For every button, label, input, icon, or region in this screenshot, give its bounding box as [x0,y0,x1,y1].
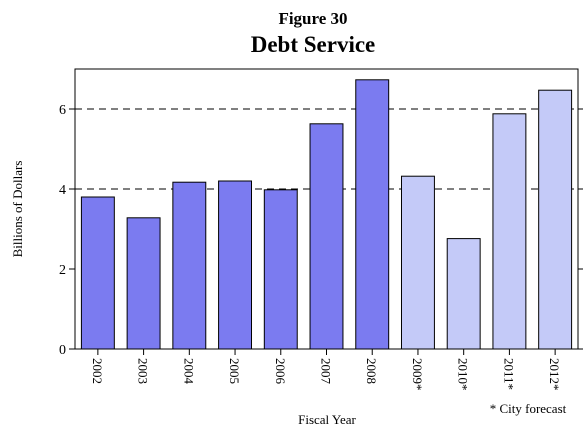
bar-2006 [263,189,298,350]
bars [80,79,573,350]
bar-2003 [126,217,161,350]
figure-label: Figure 30 [278,9,347,28]
x-tick-label: 2006 [273,358,288,385]
x-axis-label: Fiscal Year [298,412,356,427]
x-tick-label: 2004 [181,358,196,385]
x-tick-label: 2012* [547,358,562,391]
bar-2009-forecast [400,175,435,350]
x-tick-label: 2008 [364,358,379,384]
bar-2010-forecast [446,238,481,350]
bar-2012-forecast [538,89,573,350]
chart-title: Debt Service [251,32,376,57]
y-axis-ticks: 0 2 4 6 [59,103,583,358]
bar-2005 [218,180,253,350]
bar-2002 [80,196,115,350]
x-tick-label: 2005 [227,358,242,384]
bar-2011-forecast [492,113,527,350]
x-tick-label: 2009* [410,358,425,391]
x-axis-ticks: 2002 2003 2004 2005 2006 2007 2008 2009* 2010* 20… [90,349,562,391]
plot-frame [74,68,579,350]
x-tick-label: 2007 [319,358,334,385]
bar-2004 [172,181,207,350]
footnote: * City forecast [490,401,567,416]
x-tick-label: 2002 [90,358,105,384]
y-tick-label: 6 [59,103,66,118]
x-tick-label: 2011* [501,358,516,390]
x-tick-label: 2003 [136,358,151,384]
y-tick-label: 4 [59,183,66,198]
x-tick-label: 2010* [456,358,471,391]
y-tick-label: 2 [59,263,66,278]
bar-2007 [309,123,344,350]
y-axis-label: Billions of Dollars [10,161,25,258]
bar-2008 [355,79,390,350]
y-tick-label: 0 [59,343,66,358]
